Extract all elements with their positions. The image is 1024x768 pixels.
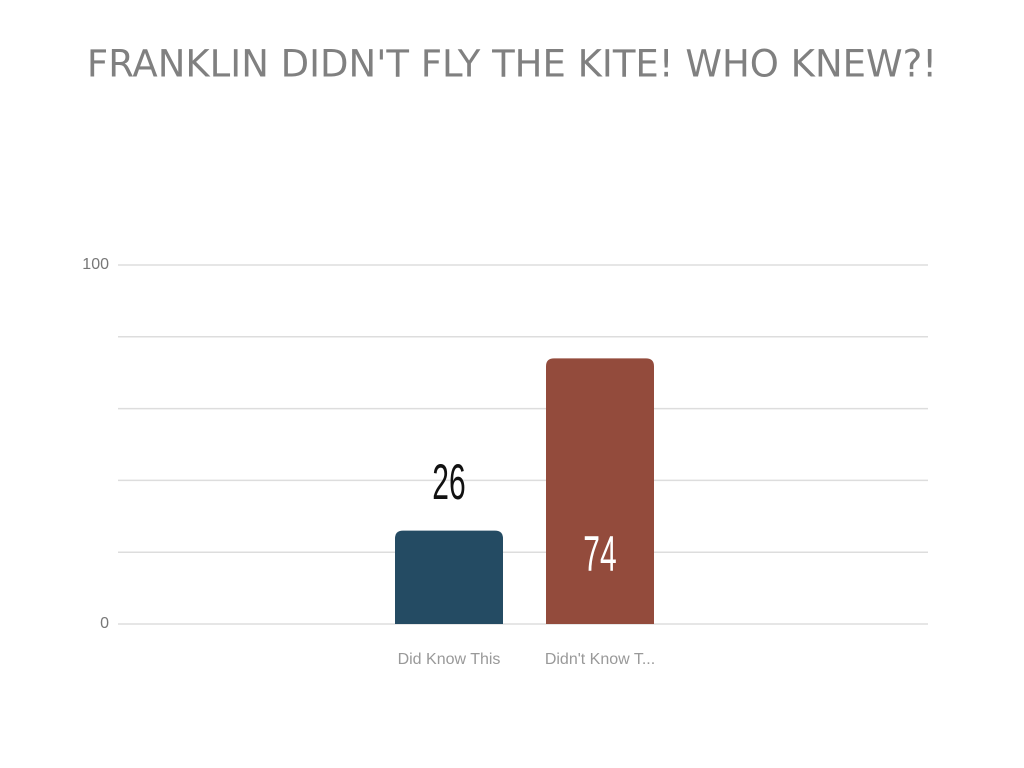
value-label: 74 xyxy=(583,526,616,582)
x-tick-label: Did Know This xyxy=(398,651,501,668)
y-tick-label: 100 xyxy=(82,256,109,273)
x-tick-label: Didn't Know T... xyxy=(545,651,655,668)
bar xyxy=(546,358,654,624)
bar xyxy=(395,530,503,624)
chart-title: FRANKLIN DIDN'T FLY THE KITE! WHO KNEW?! xyxy=(87,43,937,86)
value-label: 26 xyxy=(432,454,465,510)
y-tick-label: 0 xyxy=(100,615,109,632)
